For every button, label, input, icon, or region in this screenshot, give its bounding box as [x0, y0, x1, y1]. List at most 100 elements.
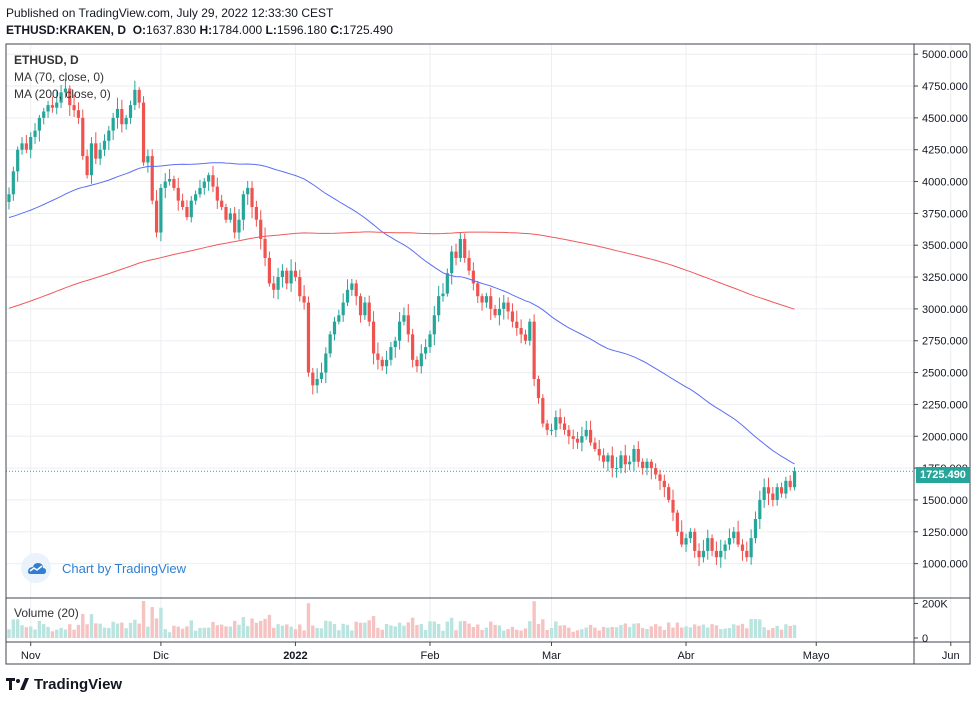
candle-body [172, 178, 176, 188]
candle-body [415, 359, 419, 367]
volume-bar [11, 619, 16, 638]
volume-bar [489, 621, 493, 638]
legend-volume[interactable]: Volume (20) [14, 606, 79, 620]
candle-body [267, 257, 271, 284]
volume-bar [389, 625, 393, 638]
candle-body [363, 302, 367, 316]
tradingview-logo-icon [6, 677, 29, 690]
volume-bar [545, 629, 549, 638]
volume-bar [719, 629, 723, 638]
candle-body [337, 315, 341, 322]
candle-body [411, 334, 415, 360]
volume-bar [24, 627, 29, 638]
volume-bar [467, 623, 471, 638]
volume-bar [94, 623, 98, 638]
volume-bar [302, 630, 306, 638]
candle-body [59, 92, 63, 103]
volume-bar [706, 627, 710, 638]
volume-bar [133, 619, 137, 638]
candle-body [189, 200, 193, 218]
candle-body [272, 283, 276, 290]
volume-bar [324, 620, 328, 638]
volume-bar [42, 624, 46, 638]
volume-bar [549, 628, 554, 638]
time-tick-label: Abr [677, 650, 694, 662]
volume-bar [180, 628, 185, 638]
volume-bar [580, 629, 584, 638]
candle-body [341, 302, 345, 316]
candle-body [319, 372, 324, 379]
candle-body [745, 550, 749, 558]
volume-bar [102, 627, 107, 638]
candle-body [211, 175, 215, 187]
volume-bar [619, 624, 623, 638]
volume-bar [319, 628, 324, 638]
volume-bar [298, 624, 302, 638]
time-tick-label: Feb [420, 650, 439, 662]
candle-body [354, 283, 358, 297]
candle-body [493, 308, 497, 316]
volume-bar [228, 626, 233, 638]
candle-body [350, 283, 354, 290]
candle-body [163, 181, 167, 188]
candle-body [345, 289, 350, 303]
volume-bar [315, 627, 319, 638]
candle-body [176, 187, 180, 201]
candle-body [20, 143, 24, 150]
volume-bar [532, 601, 536, 638]
volume-bar [593, 627, 597, 638]
volume-bar [454, 630, 458, 638]
candle-body [532, 321, 536, 379]
candle-body [16, 149, 20, 172]
candle-body [207, 175, 211, 182]
candle-body [463, 238, 467, 258]
candle-body [523, 334, 528, 341]
legend-ma70[interactable]: MA (70, close, 0) [14, 70, 105, 84]
volume-bar [519, 630, 523, 638]
candle-body [766, 487, 771, 494]
candle-body [667, 487, 671, 500]
price-tick-label: 3500.000 [922, 240, 968, 252]
high-label: H: [199, 23, 213, 37]
tradingview-watermark[interactable]: Chart by TradingView [20, 552, 186, 584]
candle-body [484, 296, 488, 303]
candle-body [46, 105, 50, 112]
volume-bar [141, 600, 146, 638]
volume-bar [463, 621, 467, 638]
candle-body [450, 251, 454, 274]
candle-body [649, 461, 653, 469]
volume-bar [20, 625, 24, 638]
candle-body [311, 372, 315, 386]
volume-bar [81, 613, 85, 638]
high-value: 1784.000 [212, 23, 263, 37]
volume-bar [154, 618, 159, 638]
volume-bar [610, 627, 614, 638]
candle-body [154, 200, 159, 233]
legend-ma200[interactable]: MA (200, close, 0) [14, 87, 111, 101]
volume-bar [98, 623, 102, 638]
candle-body [671, 499, 675, 513]
volume-bar [502, 630, 506, 638]
volume-bar [345, 624, 350, 638]
volume-bar [662, 630, 667, 638]
candle-body [502, 302, 506, 309]
volume-bar [792, 624, 797, 638]
volume-bar [371, 615, 376, 638]
volume-bar [397, 622, 402, 638]
footer-brand[interactable]: TradingView [6, 676, 122, 693]
candle-body [480, 296, 484, 303]
volume-bar [59, 627, 63, 638]
candle-body [146, 156, 150, 163]
candle-body [24, 143, 28, 150]
candle-body [185, 207, 189, 218]
price-axis: 5000.000 4750.000 4500.000 4250.000 4000.000… [914, 49, 968, 571]
candle-body [714, 550, 719, 558]
candle-body [250, 187, 254, 208]
candle-body [150, 156, 154, 201]
candle-body [55, 102, 59, 108]
volume-bar [745, 628, 749, 638]
candle-body [259, 219, 263, 239]
volume-bar [575, 630, 580, 638]
volume-bar [441, 630, 445, 638]
